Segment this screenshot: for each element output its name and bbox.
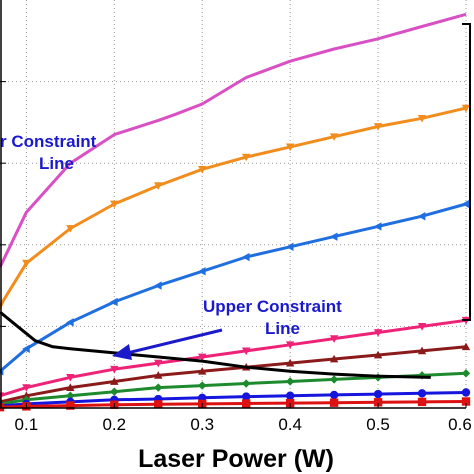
annotation-arrow-head [112, 344, 132, 360]
series-3-point-6 [241, 347, 251, 356]
series-7-line [0, 400, 467, 409]
series-4-point-11 [461, 342, 471, 351]
series-1-point-6 [241, 153, 251, 162]
annotation-left-line2: Line [39, 154, 74, 173]
series-5-point-5 [198, 381, 207, 390]
series-1-point-11 [461, 104, 471, 113]
series-3-point-2 [66, 374, 75, 382]
series-7-point-9 [373, 398, 383, 407]
series-3-point-5 [198, 353, 207, 362]
series-2-point-5 [198, 267, 206, 276]
series-2-point-10 [417, 212, 426, 221]
series-3-point-1 [22, 384, 31, 392]
series-7-point-10 [417, 397, 427, 407]
x-axis-label: Laser Power (W) [138, 445, 334, 473]
series-4-point-5 [198, 367, 207, 375]
right-bracket [462, 23, 471, 321]
series-4-point-9 [373, 350, 383, 359]
series-4-point-3 [110, 377, 119, 385]
series-1-point-1 [22, 259, 31, 268]
series-2-point-6 [241, 252, 250, 262]
series-2-point-2 [66, 318, 74, 327]
series-1-point-4 [154, 182, 163, 190]
series-5-point-3 [110, 387, 119, 396]
x-tick-label-1: 0.2 [102, 415, 126, 434]
series-2-point-8 [329, 232, 338, 241]
series-4-point-1 [22, 391, 31, 400]
series-1-point-8 [329, 133, 339, 141]
x-tick-label-5: 0.6 [448, 415, 472, 434]
series-4-point-2 [66, 383, 75, 391]
grid-lines [0, 0, 467, 408]
series-3-point-7 [285, 341, 295, 349]
series-7-point-0 [0, 402, 5, 412]
series-5-point-6 [241, 379, 251, 388]
series-2-point-11 [461, 199, 470, 209]
annotation-right-line2: Line [265, 319, 300, 338]
series-3-point-9 [373, 329, 383, 337]
series-6-point-8 [329, 390, 339, 400]
series-7-point-2 [66, 401, 75, 410]
series-6-point-10 [417, 389, 427, 398]
series-4-point-10 [417, 346, 427, 355]
series-7-point-11 [461, 397, 471, 406]
bracket-line [462, 23, 471, 321]
series-layer [0, 12, 471, 412]
x-tick-label-2: 0.3 [190, 415, 214, 434]
series-1-point-10 [417, 114, 427, 123]
series-5-point-7 [285, 377, 295, 386]
series-1-line [0, 106, 467, 307]
series-6-line [0, 391, 467, 408]
series-3-line [0, 318, 467, 398]
x-tick-label-4: 0.5 [366, 415, 390, 434]
series-7-point-8 [329, 398, 339, 407]
series-1-point-9 [373, 123, 383, 131]
series-1-point-5 [198, 165, 207, 174]
series-0-line [0, 12, 467, 268]
series-2-line [0, 202, 467, 373]
series-6-point-7 [285, 391, 295, 400]
annotation-right-line1: Upper Constraint [203, 297, 342, 316]
series-3-point-4 [154, 359, 163, 368]
series-4-line [0, 345, 467, 404]
series-6-point-11 [461, 388, 471, 397]
series-5-point-2 [66, 391, 75, 400]
annotation-left-line1: r Constraint [0, 132, 97, 151]
x-tick-label-0: 0.1 [15, 415, 39, 434]
series-2 [0, 199, 470, 376]
series-2-point-7 [285, 242, 294, 252]
series-2-point-4 [154, 281, 162, 290]
series-4-point-4 [154, 371, 163, 379]
series-4-point-8 [329, 354, 339, 363]
series-1-point-3 [110, 200, 119, 209]
series-2-point-3 [110, 297, 118, 307]
series-7-point-4 [154, 400, 163, 409]
series-3-point-8 [329, 335, 339, 343]
series-8-line [0, 310, 431, 379]
series-4 [0, 342, 471, 406]
series-2-point-1 [22, 344, 30, 354]
series-5-point-4 [154, 383, 163, 392]
series-2-point-9 [373, 222, 382, 231]
series-6-point-9 [373, 389, 383, 399]
x-tick-label-3: 0.4 [278, 415, 302, 434]
series-5-point-11 [461, 369, 471, 378]
series-3-point-10 [417, 323, 427, 331]
annotations: r Constraint Line Upper Constraint Line [0, 132, 342, 360]
annotation-arrow-shaft [126, 328, 223, 355]
series-7-point-6 [241, 399, 251, 408]
series-1-point-7 [285, 143, 295, 152]
series-4-point-7 [285, 358, 295, 367]
series-1-point-2 [66, 225, 75, 233]
series-3-point-3 [110, 365, 119, 374]
series-5-point-8 [329, 375, 339, 384]
series-0 [0, 12, 467, 268]
series-6-point-6 [241, 392, 251, 401]
series-8 [0, 310, 431, 379]
